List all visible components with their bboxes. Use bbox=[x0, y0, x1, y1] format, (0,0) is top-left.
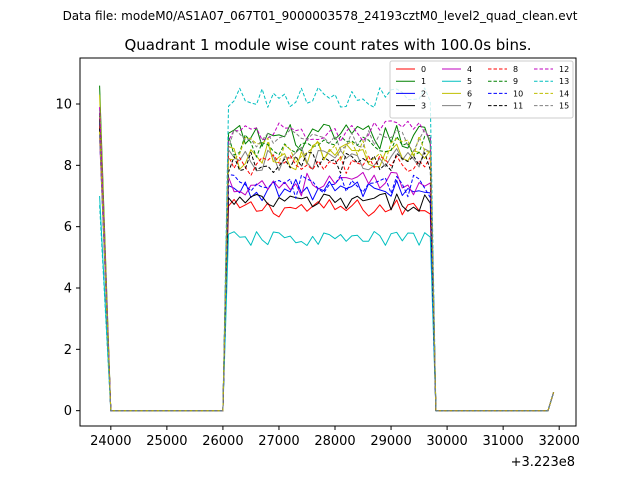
x-tick-label: 25000 bbox=[146, 434, 187, 449]
series-line-14 bbox=[99, 131, 555, 412]
legend-label-4: 4 bbox=[467, 65, 472, 74]
y-tick-label: 6 bbox=[64, 220, 72, 235]
x-tick-label: 24000 bbox=[90, 434, 131, 449]
x-axis-offset-label: +3.223e8 bbox=[511, 455, 575, 470]
legend-label-15: 15 bbox=[559, 102, 569, 111]
legend-label-5: 5 bbox=[467, 77, 472, 86]
legend-label-8: 8 bbox=[513, 65, 518, 74]
legend-label-2: 2 bbox=[421, 89, 426, 98]
x-tick-label: 27000 bbox=[258, 434, 299, 449]
legend-label-7: 7 bbox=[467, 102, 472, 111]
y-tick-label: 4 bbox=[64, 282, 72, 297]
y-tick-label: 0 bbox=[64, 404, 72, 419]
y-axis: 0 2 4 6 8 10 bbox=[55, 98, 80, 419]
legend-label-1: 1 bbox=[421, 77, 426, 86]
legend-label-12: 12 bbox=[559, 65, 569, 74]
legend-label-14: 14 bbox=[559, 89, 569, 98]
x-tick-label: 32000 bbox=[539, 434, 580, 449]
x-tick-label: 29000 bbox=[370, 434, 411, 449]
figure-suptitle: Data file: modeM0/AS1A07_067T01_90000035… bbox=[63, 9, 578, 23]
y-tick-label: 10 bbox=[55, 98, 72, 113]
series-layer bbox=[99, 85, 555, 412]
series-line-15 bbox=[99, 128, 555, 412]
chart-title: Quadrant 1 module wise count rates with … bbox=[124, 36, 531, 54]
legend-label-6: 6 bbox=[467, 89, 472, 98]
axes-frame bbox=[79, 57, 577, 427]
y-tick-label: 2 bbox=[64, 343, 72, 358]
legend-label-10: 10 bbox=[513, 89, 523, 98]
legend-label-0: 0 bbox=[421, 65, 426, 74]
x-tick-label: 28000 bbox=[314, 434, 355, 449]
x-axis: 24000 25000 26000 27000 28000 29000 30000 31000… bbox=[90, 426, 580, 449]
y-tick-label: 8 bbox=[64, 159, 72, 174]
x-tick-label: 30000 bbox=[426, 434, 467, 449]
legend-label-9: 9 bbox=[513, 77, 518, 86]
x-tick-label: 26000 bbox=[202, 434, 243, 449]
legend-label-13: 13 bbox=[559, 77, 569, 86]
legend-box bbox=[389, 60, 574, 119]
legend-label-3: 3 bbox=[421, 102, 426, 111]
legend-label-11: 11 bbox=[513, 102, 523, 111]
x-tick-label: 31000 bbox=[482, 434, 523, 449]
